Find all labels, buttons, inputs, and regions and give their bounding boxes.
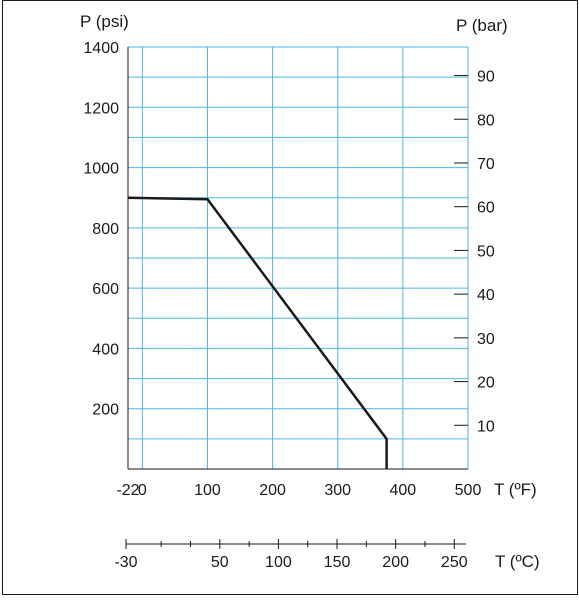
y-right-tick-label: 40 — [477, 287, 495, 304]
x2-tick-label: -30 — [114, 554, 137, 571]
x-tick-label: -22 — [116, 482, 139, 499]
y-right-tick-label: 60 — [477, 200, 495, 217]
x2-tick-label: 150 — [324, 554, 351, 571]
y-right-tick-label: 10 — [477, 418, 495, 435]
y-right-tick-label: 50 — [477, 243, 495, 260]
x-tick-label: 400 — [390, 482, 417, 499]
x2-tick-label: 250 — [441, 554, 468, 571]
series-layer — [127, 196, 388, 469]
labels: P (psi) P (bar) T (ºF) T (ºC) 1400 1200 10… — [80, 12, 540, 571]
y-left-tick-label: 400 — [92, 341, 119, 358]
x2-axis-label: T (ºC) — [495, 552, 540, 571]
x2-tick-label: 100 — [265, 554, 292, 571]
y-right-tick-label: 70 — [477, 156, 495, 173]
y-left-tick-label: 200 — [92, 402, 119, 419]
pressure-temperature-line — [127, 196, 388, 469]
axes — [125, 47, 468, 549]
x-tick-label: 500 — [455, 482, 482, 499]
x-axis-label: T (ºF) — [494, 480, 537, 499]
y-right-tick-label: 80 — [477, 112, 495, 129]
x2-tick-label: 50 — [211, 554, 229, 571]
y-right-axis-label: P (bar) — [456, 16, 508, 35]
y-right-tick-label: 30 — [477, 331, 495, 348]
x-tick-label: 0 — [138, 482, 147, 499]
grid — [128, 46, 469, 469]
x-tick-label: 300 — [324, 482, 351, 499]
y-left-tick-label: 1400 — [83, 40, 119, 57]
y-right-tick-label: 90 — [477, 69, 495, 86]
y-left-tick-label: 600 — [92, 281, 119, 298]
y-right-tick-label: 20 — [477, 375, 495, 392]
x2-tick-label: 200 — [382, 554, 409, 571]
x-tick-label: 100 — [194, 482, 221, 499]
y-left-tick-label: 800 — [92, 221, 119, 238]
y-left-tick-label: 1000 — [83, 161, 119, 178]
x-tick-label: 200 — [259, 482, 286, 499]
y-left-axis-label: P (psi) — [80, 12, 129, 31]
y-left-tick-label: 1200 — [83, 100, 119, 117]
